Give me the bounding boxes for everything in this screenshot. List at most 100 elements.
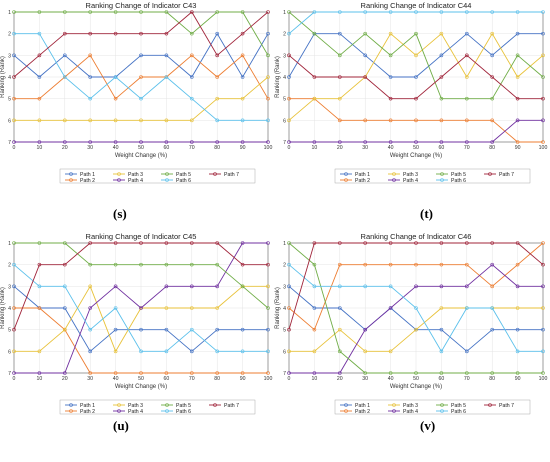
data-point (439, 96, 444, 101)
data-point (164, 53, 169, 58)
data-point (515, 306, 520, 310)
data-point (88, 349, 92, 354)
data-point (139, 96, 143, 101)
data-point (215, 262, 219, 267)
data-point (12, 241, 16, 245)
data-point (139, 349, 143, 354)
y-axis-label: Ranking (Rank) (275, 56, 281, 98)
x-tick-label: 10 (312, 376, 318, 382)
legend-marker (344, 172, 348, 176)
data-point (439, 349, 444, 354)
data-point (215, 118, 219, 123)
x-tick-label: 30 (87, 145, 93, 151)
x-tick-label: 80 (214, 145, 220, 151)
x-axis-label: Weight Change (%) (115, 384, 167, 390)
series-line (288, 242, 544, 330)
legend-label: Path 5 (176, 172, 191, 178)
data-point (338, 140, 342, 144)
data-point (388, 241, 393, 245)
data-point (266, 262, 270, 267)
x-tick-label: 10 (37, 376, 43, 382)
data-point (266, 31, 270, 36)
data-point (266, 75, 270, 79)
data-point (414, 284, 418, 289)
data-point (88, 327, 92, 332)
legend-marker (392, 409, 396, 413)
legend-marker (440, 403, 444, 407)
x-tick-label: 60 (439, 145, 445, 151)
data-point (388, 140, 393, 144)
y-tick-label: 7 (8, 371, 11, 377)
x-tick-label: 90 (240, 145, 246, 151)
data-point (414, 262, 418, 267)
data-point (465, 262, 469, 267)
data-point (338, 284, 342, 289)
x-tick-label: 0 (288, 145, 291, 151)
x-tick-label: 40 (113, 145, 119, 151)
y-tick-label: 3 (8, 284, 11, 290)
data-point (88, 241, 92, 245)
panel-caption-s: (s) (113, 206, 127, 221)
data-point (490, 31, 494, 36)
data-point (12, 284, 16, 289)
data-point (113, 349, 118, 354)
data-point (88, 371, 92, 375)
data-point (414, 371, 418, 375)
legend-label: Path 2 (80, 409, 95, 415)
data-point (266, 96, 270, 101)
data-point (190, 96, 194, 101)
data-point (266, 140, 270, 144)
data-point (515, 262, 520, 267)
y-axis-label: Ranking (Rank) (0, 287, 6, 329)
legend-label: Path 4 (403, 178, 418, 184)
legend-marker (69, 178, 73, 182)
legend-label: Path 4 (403, 409, 418, 415)
legend-marker (344, 409, 348, 413)
x-tick-label: 90 (240, 376, 246, 382)
x-tick-label: 20 (337, 376, 343, 382)
legend-label: Path 7 (224, 172, 239, 178)
data-point (63, 262, 67, 267)
data-point (63, 10, 67, 14)
data-point (37, 306, 42, 310)
data-point (388, 10, 393, 14)
series-line (14, 242, 269, 309)
legend-marker (165, 178, 169, 182)
data-point (541, 118, 545, 123)
series-line (288, 242, 543, 374)
data-point (490, 118, 494, 123)
data-point (414, 327, 418, 332)
legend-label: Path 2 (80, 178, 95, 184)
data-point (164, 75, 169, 79)
data-point (465, 306, 469, 310)
x-tick-label: 30 (362, 145, 368, 151)
data-point (490, 75, 494, 79)
data-point (164, 306, 169, 310)
data-point (164, 327, 169, 332)
x-tick-label: 60 (439, 376, 445, 382)
x-axis-label: Weight Change (%) (115, 153, 167, 159)
x-tick-label: 80 (489, 145, 495, 151)
data-point (113, 140, 118, 144)
x-tick-label: 40 (388, 376, 394, 382)
x-tick-label: 60 (164, 145, 170, 151)
data-point (414, 10, 418, 14)
data-point (266, 10, 270, 14)
data-point (215, 31, 219, 36)
data-point (338, 349, 342, 354)
data-point (515, 284, 520, 289)
data-point (414, 31, 418, 36)
y-tick-label: 6 (283, 118, 286, 124)
series-line (288, 32, 544, 121)
data-point (139, 10, 143, 14)
data-point (63, 241, 67, 245)
data-point (490, 140, 494, 144)
data-point (541, 140, 545, 144)
data-point (88, 96, 92, 101)
data-point (287, 96, 291, 101)
data-point (363, 118, 367, 123)
data-point (287, 75, 291, 79)
data-point (266, 349, 270, 354)
data-point (164, 349, 169, 354)
data-point (515, 371, 520, 375)
